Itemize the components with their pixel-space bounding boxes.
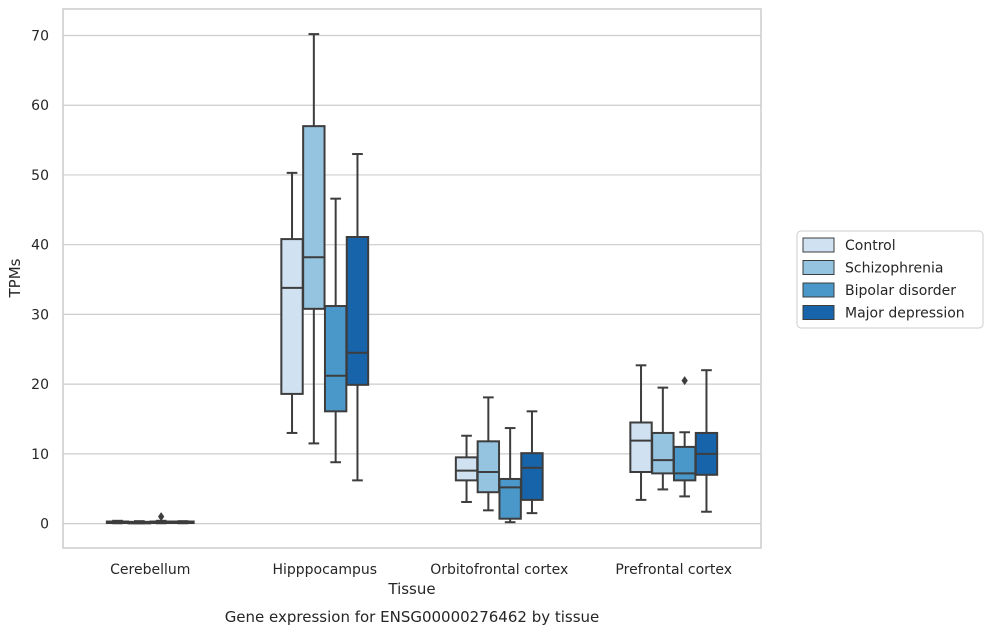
- boxes: [105, 33, 719, 525]
- box-bipolar-disorder-cerebellum: [149, 512, 173, 525]
- x-tick-label: Orbitofrontal cortex: [430, 562, 568, 578]
- gridlines: [63, 34, 761, 525]
- box-iqr: [302, 125, 326, 310]
- figure-caption: Gene expression for ENSG00000276462 by t…: [225, 608, 600, 626]
- legend-swatch-major-depression: [802, 305, 835, 320]
- box-control-hipppocampus: [280, 171, 304, 434]
- legend: Control Schizophrenia Bipolar disorder Majo…: [796, 230, 984, 329]
- y-tick-label: 60: [31, 98, 49, 114]
- legend-label: Schizophrenia: [845, 261, 943, 277]
- box-iqr: [323, 305, 348, 413]
- y-axis-label: TPMs: [6, 258, 24, 298]
- box-schizophrenia-prefrontal-cortex: [651, 386, 675, 491]
- legend-swatch-bipolar-disorder: [802, 282, 835, 298]
- y-tick-label: 10: [31, 447, 49, 463]
- box-iqr: [280, 238, 304, 395]
- x-tick-label: Prefrontal cortex: [615, 562, 732, 578]
- legend-swatch-schizophrenia: [802, 260, 835, 275]
- box-control-cerebellum: [105, 519, 130, 525]
- box-control-orbitofrontal-cortex: [454, 434, 479, 503]
- box-iqr: [498, 477, 522, 520]
- box-schizophrenia-hipppocampus: [302, 33, 326, 445]
- x-axis-label: Tissue: [387, 580, 435, 598]
- box-major-depression-hipppocampus: [345, 153, 370, 482]
- x-tick-label: Cerebellum: [110, 562, 190, 578]
- y-axis-ticks: 0 10 20 30 40 50 60 70: [31, 28, 49, 532]
- box-bipolar-disorder-orbitofrontal-cortex: [498, 427, 522, 524]
- box-iqr: [345, 236, 370, 386]
- box-schizophrenia-orbitofrontal-cortex: [476, 396, 501, 512]
- y-tick-label: 70: [31, 28, 49, 44]
- outlier-point: [681, 376, 688, 386]
- box-iqr: [520, 452, 544, 501]
- legend-label: Major depression: [845, 306, 965, 322]
- y-tick-label: 30: [31, 307, 49, 323]
- plot-frame: [62, 8, 762, 549]
- box-major-depression-cerebellum: [171, 520, 195, 525]
- y-tick-label: 0: [40, 517, 49, 533]
- y-tick-label: 50: [31, 168, 49, 184]
- box-bipolar-disorder-hipppocampus: [323, 197, 348, 464]
- box-major-depression-prefrontal-cortex: [694, 369, 719, 513]
- outlier-point: [158, 512, 165, 522]
- box-iqr: [672, 445, 697, 482]
- box-bipolar-disorder-prefrontal-cortex: [672, 376, 697, 498]
- box-major-depression-orbitofrontal-cortex: [520, 410, 544, 515]
- box-schizophrenia-cerebellum: [127, 520, 152, 525]
- box-iqr: [651, 431, 675, 475]
- legend-label: Control: [845, 238, 896, 254]
- x-axis-ticks: Cerebellum Hipppocampus Orbitofrontal cort…: [110, 562, 732, 578]
- legend-label: Bipolar disorder: [845, 283, 956, 299]
- box-control-prefrontal-cortex: [629, 364, 653, 501]
- legend-frame: [796, 230, 984, 329]
- box-iqr: [454, 456, 479, 482]
- y-tick-label: 20: [31, 377, 49, 393]
- y-tick-label: 40: [31, 238, 49, 254]
- box-iqr: [629, 421, 653, 473]
- legend-swatch-control: [802, 237, 835, 253]
- box-iqr: [476, 440, 501, 494]
- x-tick-label: Hipppocampus: [272, 562, 377, 578]
